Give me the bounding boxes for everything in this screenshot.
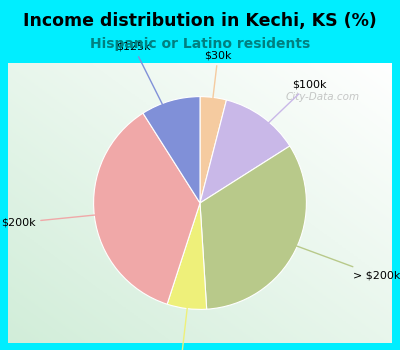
Text: $100k: $100k <box>236 79 326 154</box>
Wedge shape <box>200 100 290 203</box>
Wedge shape <box>143 97 200 203</box>
Text: Income distribution in Kechi, KS (%): Income distribution in Kechi, KS (%) <box>23 12 377 30</box>
Text: $200k: $200k <box>1 211 139 228</box>
Text: $30k: $30k <box>204 50 232 142</box>
Text: Hispanic or Latino residents: Hispanic or Latino residents <box>90 37 310 51</box>
Text: > $200k: > $200k <box>255 231 400 280</box>
Wedge shape <box>167 203 207 309</box>
Wedge shape <box>200 97 226 203</box>
Wedge shape <box>94 113 200 304</box>
Text: City-Data.com: City-Data.com <box>286 92 360 102</box>
Text: $75k: $75k <box>167 264 195 350</box>
Wedge shape <box>200 146 306 309</box>
Text: $125k: $125k <box>116 41 182 144</box>
